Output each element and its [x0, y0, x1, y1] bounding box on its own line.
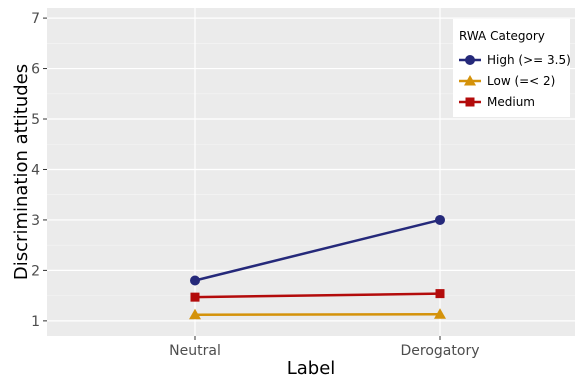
y-tick-label: 7: [31, 11, 40, 27]
legend-key-marker: [465, 97, 475, 107]
legend-key-marker: [465, 55, 475, 65]
legend-items: High (>= 3.5) Low (=< 2) Medium: [459, 53, 571, 109]
legend-label: Low (=< 2): [487, 74, 555, 88]
legend-label: Medium: [487, 95, 535, 109]
x-tick-label: Neutral: [169, 343, 221, 359]
legend-label: High (>= 3.5): [487, 53, 571, 67]
legend: RWA Category High (>= 3.5) Low (=< 2) Medi…: [453, 19, 571, 117]
x-axis-ticks: Neutral Derogatory: [169, 336, 479, 359]
data-point: [435, 289, 445, 299]
y-tick-label: 1: [31, 314, 40, 330]
series-line: [194, 218, 441, 282]
data-point: [435, 214, 445, 225]
data-point: [190, 275, 200, 286]
y-tick-label: 3: [31, 213, 40, 229]
series-line: [194, 313, 441, 317]
y-axis-title: Discrimination attitudes: [11, 64, 32, 280]
x-axis-title: Label: [287, 358, 336, 379]
series-layer: [189, 214, 446, 320]
y-tick-label: 2: [31, 263, 40, 279]
x-tick-label: Derogatory: [401, 343, 480, 359]
major-gridlines: [47, 8, 575, 336]
y-tick-label: 5: [31, 112, 40, 128]
series-line: [194, 292, 441, 299]
data-point: [434, 308, 446, 319]
y-tick-label: 6: [31, 62, 40, 78]
data-point: [189, 308, 201, 320]
data-point: [190, 292, 200, 302]
y-tick-label: 4: [31, 162, 40, 178]
legend-key-marker: [464, 75, 476, 86]
y-axis-ticks: 1 2 3 4 5 6 7: [31, 11, 47, 330]
legend-title: RWA Category: [459, 29, 545, 43]
